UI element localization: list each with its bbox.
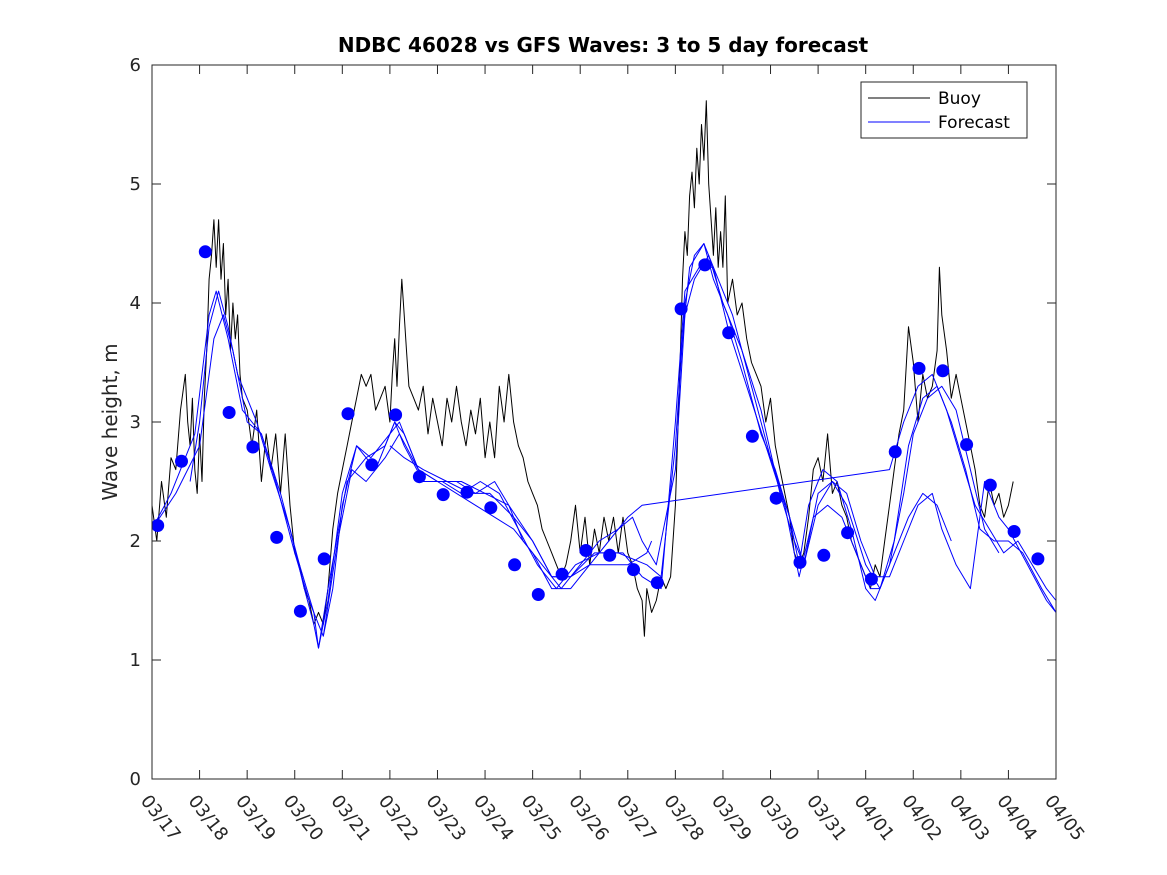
y-axis: 0 1 2 3 4 5 6 <box>130 55 1056 790</box>
forecast-marker <box>698 258 712 272</box>
forecast-marker <box>674 302 688 316</box>
forecast-marker <box>650 576 664 590</box>
forecast-marker <box>769 491 783 505</box>
legend-box <box>860 81 1028 139</box>
forecast-marker <box>460 485 474 499</box>
forecast-marker <box>1007 525 1021 538</box>
forecast-marker <box>484 501 498 515</box>
legend-label-buoy: Buoy <box>938 89 981 109</box>
forecast-marker <box>841 526 855 540</box>
forecast-marker <box>152 519 165 532</box>
forecast-marker <box>936 364 950 378</box>
forecast-marker <box>531 588 545 601</box>
legend-label-forecast: Forecast <box>938 113 1010 133</box>
forecast-series-line <box>189 243 1000 649</box>
forecast-marker <box>722 326 736 340</box>
forecast-marker <box>293 604 307 618</box>
forecast-marker <box>389 408 403 422</box>
y-tick-label: 6 <box>130 55 141 76</box>
forecast-marker <box>745 429 759 443</box>
forecast-marker <box>246 440 260 454</box>
forecast-marker <box>341 407 355 421</box>
forecast-marker <box>436 488 450 502</box>
forecast-marker <box>793 555 807 569</box>
forecast-marker <box>508 558 522 572</box>
forecast-marker <box>912 361 926 375</box>
y-tick-label: 0 <box>130 769 141 790</box>
forecast-marker <box>817 548 831 562</box>
forecast-marker <box>983 478 997 492</box>
forecast-marker <box>222 406 236 419</box>
forecast-marker <box>365 458 379 472</box>
forecast-marker <box>270 530 284 544</box>
forecast-marker <box>412 470 426 484</box>
forecast-marker <box>960 438 974 452</box>
forecast-marker <box>317 552 331 566</box>
forecast-marker <box>888 445 902 459</box>
chart-title: NDBC 46028 vs GFS Waves: 3 to 5 day fore… <box>338 33 869 57</box>
y-tick-label: 1 <box>130 650 141 671</box>
y-tick-label: 3 <box>130 412 141 433</box>
forecast-marker <box>175 454 188 468</box>
legend: Buoy Forecast <box>860 81 1028 139</box>
y-tick-label: 5 <box>130 174 141 195</box>
forecast-marker <box>864 572 878 586</box>
y-tick-label: 4 <box>130 293 141 314</box>
forecast-series-line <box>389 373 1056 601</box>
forecast-marker <box>198 245 212 259</box>
y-tick-label: 2 <box>130 531 141 552</box>
forecast-marker <box>1031 552 1045 566</box>
forecast-marker <box>627 563 640 577</box>
forecast-marker <box>579 544 593 557</box>
plot-area <box>152 100 1056 649</box>
forecast-marker <box>603 548 617 562</box>
y-axis-label: Wave height, m <box>98 343 122 500</box>
forecast-marker <box>555 567 569 581</box>
